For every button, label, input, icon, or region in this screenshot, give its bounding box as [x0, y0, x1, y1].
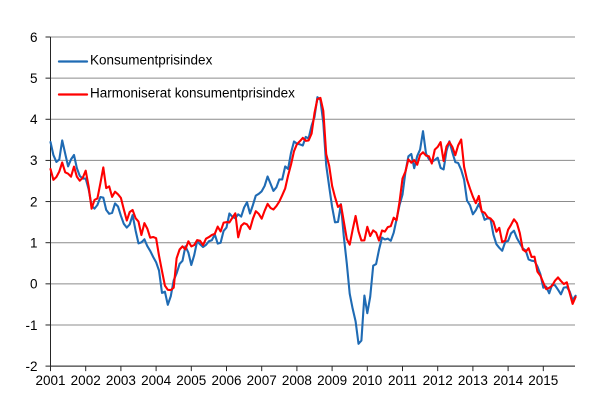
- svg-text:2014: 2014: [493, 373, 524, 388]
- svg-text:4: 4: [30, 112, 38, 127]
- svg-text:0: 0: [30, 277, 38, 292]
- svg-text:2010: 2010: [352, 373, 382, 388]
- svg-text:Konsumentprisindex: Konsumentprisindex: [90, 53, 213, 68]
- svg-text:2015: 2015: [528, 373, 558, 388]
- svg-text:6: 6: [30, 30, 38, 45]
- svg-text:2005: 2005: [176, 373, 206, 388]
- svg-text:2008: 2008: [282, 373, 312, 388]
- svg-text:2: 2: [30, 194, 38, 209]
- svg-text:-2: -2: [25, 359, 37, 374]
- svg-text:2001: 2001: [35, 373, 65, 388]
- svg-text:2007: 2007: [247, 373, 277, 388]
- svg-text:2002: 2002: [71, 373, 101, 388]
- svg-text:2006: 2006: [211, 373, 241, 388]
- svg-text:1: 1: [30, 236, 38, 251]
- svg-text:2011: 2011: [388, 373, 417, 388]
- svg-text:2012: 2012: [423, 373, 453, 388]
- svg-text:5: 5: [30, 71, 38, 86]
- svg-text:3: 3: [30, 153, 38, 168]
- svg-text:-1: -1: [25, 318, 37, 333]
- svg-text:2004: 2004: [141, 373, 172, 388]
- svg-text:2013: 2013: [458, 373, 488, 388]
- svg-text:2009: 2009: [317, 373, 347, 388]
- svg-text:Harmoniserat konsumentprisinde: Harmoniserat konsumentprisindex: [90, 86, 295, 101]
- svg-text:2003: 2003: [106, 373, 136, 388]
